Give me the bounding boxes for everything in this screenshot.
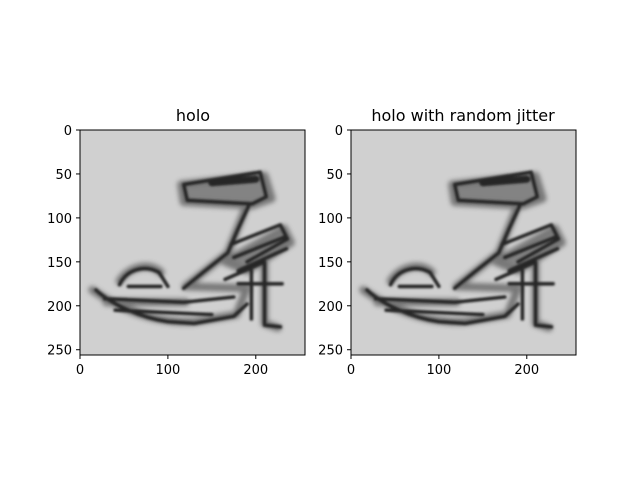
y-tick-label: 200: [318, 300, 343, 315]
x-tick-label: 200: [243, 363, 268, 378]
y-tick-label: 250: [47, 344, 72, 359]
y-tick-label: 150: [318, 256, 343, 271]
y-tick-label: 150: [47, 256, 72, 271]
x-tick-label: 0: [347, 363, 355, 378]
y-tick-label: 0: [64, 124, 72, 139]
panel-title: holo: [176, 106, 210, 125]
panel-holo: holo 0 100 200 0 50 100 150 200 250: [47, 106, 306, 378]
y-tick-label: 50: [55, 168, 72, 183]
x-tick-label: 100: [155, 363, 180, 378]
axes-frame: [79, 129, 306, 356]
y-tick-label: 250: [318, 344, 343, 359]
y-tick-label: 100: [318, 212, 343, 227]
panel-holo-jitter: holo with random jitter 0 100 200 0 50 100 150…: [318, 106, 577, 378]
y-tick-label: 0: [335, 124, 343, 139]
axis-ticks: 0 100 200 0 50 100 150 200 250: [318, 124, 539, 378]
x-tick-label: 200: [514, 363, 539, 378]
x-tick-label: 0: [76, 363, 84, 378]
axis-ticks: 0 100 200 0 50 100 150 200 250: [47, 124, 268, 378]
y-tick-label: 100: [47, 212, 72, 227]
axes-frame: [350, 129, 577, 356]
y-tick-label: 200: [47, 300, 72, 315]
x-tick-label: 100: [426, 363, 451, 378]
y-tick-label: 50: [326, 168, 343, 183]
panel-title: holo with random jitter: [371, 106, 555, 125]
